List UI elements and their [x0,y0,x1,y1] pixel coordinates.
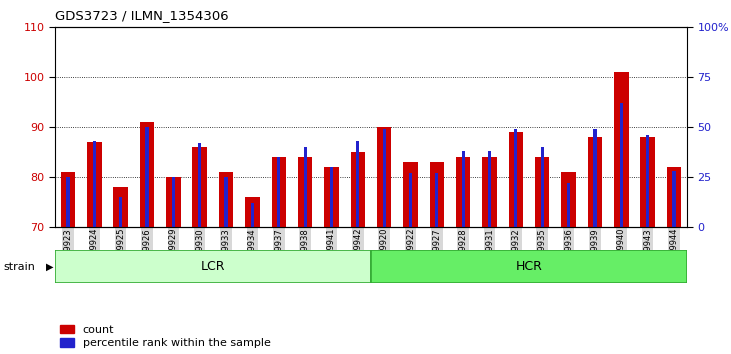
Bar [567,183,570,227]
Bar [541,147,544,227]
Bar [55,250,371,283]
Bar [219,172,233,227]
Bar [145,126,148,227]
Bar [113,187,128,227]
Bar [430,161,444,227]
Text: ▶: ▶ [46,262,53,272]
Bar [87,142,102,227]
Bar [61,172,75,227]
Bar [371,250,687,283]
Bar [594,129,596,227]
Bar [224,177,227,227]
Bar [251,202,254,227]
Bar [198,143,201,227]
Text: HCR: HCR [515,260,542,273]
Bar [140,121,154,227]
Bar [640,137,655,227]
Bar [456,156,471,227]
Bar [119,196,122,227]
Bar [620,103,623,227]
Bar [298,156,312,227]
Bar [646,135,649,227]
Bar [535,156,550,227]
Text: LCR: LCR [200,260,225,273]
Bar [482,156,497,227]
Legend: count, percentile rank within the sample: count, percentile rank within the sample [61,325,270,348]
Bar [303,147,307,227]
Bar [325,166,338,227]
Bar [404,161,417,227]
Bar [614,72,629,227]
Bar [673,171,675,227]
Bar [67,177,69,227]
Bar [667,166,681,227]
Bar [192,147,207,227]
Bar [271,156,286,227]
Text: strain: strain [4,262,36,272]
Bar [382,129,386,227]
Text: GDS3723 / ILMN_1354306: GDS3723 / ILMN_1354306 [55,9,229,22]
Bar [351,152,365,227]
Bar [277,156,281,227]
Bar [488,150,491,227]
Bar [166,177,181,227]
Bar [377,126,391,227]
Bar [588,137,602,227]
Bar [515,129,518,227]
Bar [93,141,96,227]
Bar [356,141,360,227]
Bar [509,132,523,227]
Bar [435,172,439,227]
Bar [561,172,576,227]
Bar [461,150,465,227]
Bar [245,196,260,227]
Bar [172,177,175,227]
Bar [330,166,333,227]
Bar [409,172,412,227]
